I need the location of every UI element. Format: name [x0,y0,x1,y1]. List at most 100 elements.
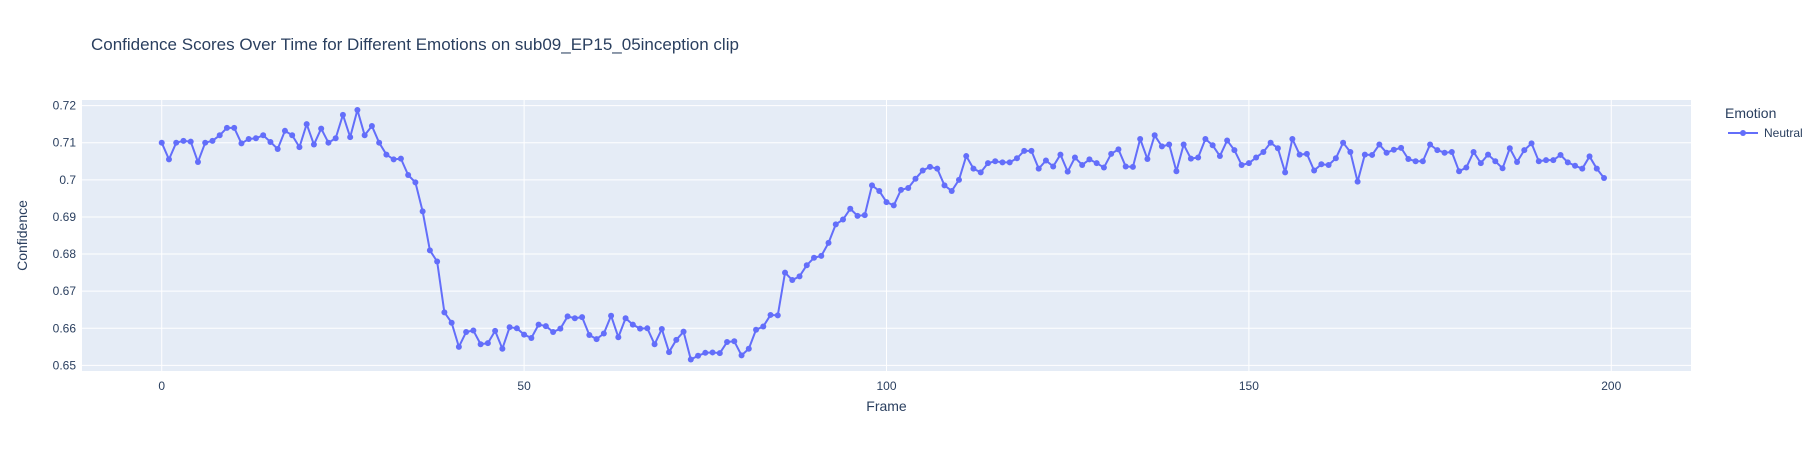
data-point[interactable] [1282,169,1289,176]
data-point[interactable] [753,326,760,333]
data-point[interactable] [158,139,165,146]
data-point[interactable] [1260,148,1267,155]
data-point[interactable] [1557,151,1564,158]
data-point[interactable] [1021,147,1028,154]
data-point[interactable] [354,107,361,114]
data-point[interactable] [274,146,281,152]
data-point[interactable] [1079,161,1086,168]
data-point[interactable] [571,315,578,322]
data-point[interactable] [1528,140,1535,147]
data-point[interactable] [869,182,875,189]
data-point[interactable] [347,134,354,141]
data-point[interactable] [796,273,803,280]
data-point[interactable] [977,169,984,176]
data-point[interactable] [252,135,259,142]
data-point[interactable] [854,212,861,219]
data-point[interactable] [919,167,926,174]
data-point[interactable] [702,349,709,356]
data-point[interactable] [883,199,890,206]
data-point[interactable] [1231,147,1238,154]
data-point[interactable] [615,334,622,341]
data-point[interactable] [970,165,977,172]
data-point[interactable] [390,156,397,163]
data-point[interactable] [506,324,513,331]
data-point[interactable] [1405,156,1412,163]
data-point[interactable] [1427,141,1434,148]
data-point[interactable] [767,311,774,318]
data-point[interactable] [1383,149,1390,156]
data-point[interactable] [1166,141,1173,148]
data-point[interactable] [1332,155,1339,162]
data-point[interactable] [760,323,767,330]
data-point[interactable] [1238,161,1245,168]
data-point[interactable] [1579,165,1586,172]
data-point[interactable] [1456,168,1463,175]
data-point[interactable] [1325,161,1332,168]
data-point[interactable] [774,312,781,319]
data-point[interactable] [622,315,629,322]
data-point[interactable] [1601,174,1608,181]
data-point[interactable] [745,345,752,352]
data-point[interactable] [557,325,564,332]
legend-item-neutral[interactable]: Neutral [1728,126,1803,140]
data-point[interactable] [1470,148,1477,155]
data-point[interactable] [934,165,941,172]
data-point[interactable] [1202,135,1209,142]
data-point[interactable] [840,216,847,223]
data-point[interactable] [1398,144,1405,151]
data-point[interactable] [180,137,187,144]
data-point[interactable] [1434,147,1441,154]
data-point[interactable] [600,330,607,337]
data-point[interactable] [738,352,745,359]
data-point[interactable] [513,325,520,332]
data-point[interactable] [202,139,209,146]
data-point[interactable] [361,132,368,139]
data-point[interactable] [1521,147,1528,154]
data-point[interactable] [412,179,419,186]
data-point[interactable] [209,137,216,144]
data-point[interactable] [260,132,267,139]
data-point[interactable] [1289,135,1296,142]
data-point[interactable] [1506,145,1513,152]
data-point[interactable] [1115,146,1122,153]
data-point[interactable] [1122,163,1129,170]
data-point[interactable] [1137,135,1144,142]
data-point[interactable] [1318,161,1325,168]
data-point[interactable] [303,121,310,128]
data-point[interactable] [832,221,839,228]
data-point[interactable] [1303,150,1310,157]
data-point[interactable] [963,153,970,160]
data-point[interactable] [1267,139,1274,146]
data-point[interactable] [245,135,252,142]
data-point[interactable] [890,202,897,209]
data-point[interactable] [528,334,535,341]
data-point[interactable] [376,139,383,146]
data-point[interactable] [825,239,832,246]
data-point[interactable] [441,309,448,316]
data-point[interactable] [724,339,731,346]
data-point[interactable] [1463,164,1470,171]
data-point[interactable] [1180,141,1187,148]
data-point[interactable] [898,186,904,193]
data-point[interactable] [666,349,673,356]
data-point[interactable] [608,312,615,319]
data-point[interactable] [1550,157,1557,164]
data-point[interactable] [1593,165,1600,172]
data-point[interactable] [637,325,644,332]
data-point[interactable] [1050,163,1057,170]
data-point[interactable] [1216,153,1223,160]
data-point[interactable] [383,151,390,158]
data-point[interactable] [173,139,180,146]
data-point[interactable] [1108,150,1115,157]
data-point[interactable] [1376,141,1383,148]
data-point[interactable] [289,132,296,139]
data-point[interactable] [687,356,694,363]
data-point[interactable] [955,176,962,183]
data-point[interactable] [339,111,346,118]
data-point[interactable] [658,326,665,333]
data-point[interactable] [1187,155,1194,162]
data-point[interactable] [492,327,499,334]
data-point[interactable] [731,338,738,345]
data-point[interactable] [318,125,325,132]
data-point[interactable] [1296,151,1303,158]
